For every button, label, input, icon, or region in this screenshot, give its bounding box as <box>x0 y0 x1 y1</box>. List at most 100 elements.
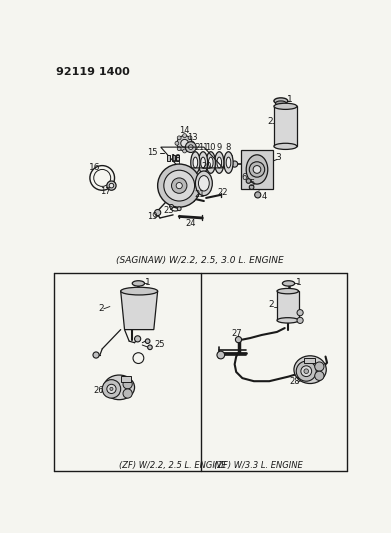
Circle shape <box>158 164 201 207</box>
Ellipse shape <box>274 143 297 149</box>
Polygon shape <box>121 291 158 329</box>
Circle shape <box>172 178 187 193</box>
Circle shape <box>188 147 192 151</box>
Circle shape <box>217 351 225 359</box>
Circle shape <box>183 134 187 138</box>
Ellipse shape <box>226 157 231 168</box>
Circle shape <box>188 136 192 140</box>
Ellipse shape <box>104 375 135 400</box>
Circle shape <box>135 336 141 342</box>
Circle shape <box>190 141 194 145</box>
Ellipse shape <box>193 157 198 168</box>
Circle shape <box>145 339 150 343</box>
Text: 2: 2 <box>268 301 274 310</box>
Circle shape <box>315 371 324 381</box>
Text: 17: 17 <box>100 187 111 196</box>
Bar <box>277 291 299 320</box>
Text: 27: 27 <box>231 329 242 338</box>
Circle shape <box>249 161 265 177</box>
Text: (ZF) W/2.2, 2.5 L. ENGINE: (ZF) W/2.2, 2.5 L. ENGINE <box>119 462 226 471</box>
Circle shape <box>301 366 312 377</box>
Ellipse shape <box>277 288 299 294</box>
Circle shape <box>164 170 195 201</box>
Circle shape <box>107 384 116 393</box>
Text: 20: 20 <box>202 162 212 171</box>
Circle shape <box>177 147 181 151</box>
Circle shape <box>235 336 242 343</box>
Text: 10: 10 <box>206 143 216 151</box>
Circle shape <box>102 379 121 398</box>
Text: 19: 19 <box>147 212 158 221</box>
Circle shape <box>253 166 261 173</box>
Circle shape <box>176 182 182 189</box>
Text: 2: 2 <box>267 117 273 126</box>
Text: (ZF) W/3.3 L. ENGINE: (ZF) W/3.3 L. ENGINE <box>214 462 303 471</box>
Circle shape <box>177 135 192 151</box>
Circle shape <box>175 141 179 145</box>
Text: 1: 1 <box>145 278 151 287</box>
Circle shape <box>304 369 308 374</box>
Text: 3: 3 <box>275 154 281 163</box>
Ellipse shape <box>199 152 208 173</box>
Text: 8: 8 <box>226 143 231 151</box>
Circle shape <box>246 179 251 183</box>
Circle shape <box>255 192 261 198</box>
Text: 13: 13 <box>187 133 197 142</box>
Circle shape <box>185 142 196 152</box>
Bar <box>176 155 179 161</box>
Text: 11: 11 <box>198 143 208 151</box>
Text: (SAGINAW) W/2.2, 2.5, 3.0 L. ENGINE: (SAGINAW) W/2.2, 2.5, 3.0 L. ENGINE <box>116 256 284 265</box>
Text: 2: 2 <box>98 304 104 313</box>
Text: 15: 15 <box>147 148 158 157</box>
Bar <box>172 155 175 161</box>
Circle shape <box>177 207 181 211</box>
Circle shape <box>123 389 132 398</box>
Ellipse shape <box>191 152 200 173</box>
Text: 21: 21 <box>195 190 205 199</box>
Ellipse shape <box>224 152 233 173</box>
Circle shape <box>297 317 303 324</box>
Text: 16: 16 <box>89 164 100 172</box>
Text: 92119 1400: 92119 1400 <box>56 67 130 77</box>
Circle shape <box>231 161 238 167</box>
Circle shape <box>93 352 99 358</box>
Text: 9: 9 <box>217 143 222 151</box>
Text: 1: 1 <box>287 95 293 104</box>
Text: 22: 22 <box>217 188 228 197</box>
Text: 14: 14 <box>179 126 190 135</box>
Ellipse shape <box>196 171 212 196</box>
Text: 4: 4 <box>261 192 267 201</box>
Text: 18: 18 <box>170 154 181 163</box>
Circle shape <box>148 345 152 350</box>
Ellipse shape <box>215 152 224 173</box>
Ellipse shape <box>277 318 299 323</box>
Text: 1: 1 <box>296 278 301 287</box>
Circle shape <box>183 149 187 153</box>
Text: 7: 7 <box>227 155 233 164</box>
Text: 26: 26 <box>93 386 104 395</box>
Text: 5: 5 <box>249 179 254 188</box>
Ellipse shape <box>274 103 297 109</box>
Circle shape <box>181 140 188 147</box>
Text: 12: 12 <box>190 143 201 151</box>
Text: 24: 24 <box>185 219 196 228</box>
Text: 28: 28 <box>289 377 300 386</box>
Circle shape <box>249 185 254 189</box>
Text: 25: 25 <box>154 340 165 349</box>
Text: 23: 23 <box>164 206 174 215</box>
Ellipse shape <box>282 281 295 286</box>
Ellipse shape <box>201 157 205 168</box>
Circle shape <box>188 145 193 149</box>
Circle shape <box>315 362 324 371</box>
Bar <box>274 106 297 147</box>
Ellipse shape <box>246 155 268 184</box>
Bar <box>304 358 315 364</box>
Circle shape <box>107 181 116 190</box>
Text: 6: 6 <box>241 173 247 182</box>
Ellipse shape <box>208 157 213 168</box>
Circle shape <box>170 205 174 208</box>
Ellipse shape <box>121 287 158 295</box>
Ellipse shape <box>274 98 288 104</box>
Bar <box>122 376 131 382</box>
Circle shape <box>154 209 161 216</box>
